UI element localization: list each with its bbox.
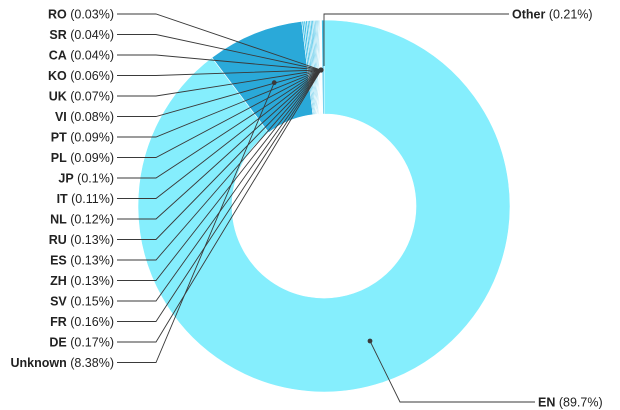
label-it: IT (0.11%) [57,192,114,206]
slice-group [137,19,511,393]
label-nl: NL (0.12%) [50,213,114,227]
label-sr: SR (0.04%) [49,28,114,42]
label-group: RO (0.03%)SR (0.04%)CA (0.04%)KO (0.06%)… [11,8,603,410]
label-percent: (0.17%) [67,336,114,350]
label-fr: FR (0.16%) [50,315,114,329]
slice-other [321,19,325,115]
leader-ro [117,13,322,71]
label-jp: JP (0.1%) [58,172,114,186]
leader-jp [117,69,322,179]
label-pl: PL (0.09%) [51,151,114,165]
label-ca: CA (0.04%) [49,49,114,63]
label-code: KO [48,69,67,83]
label-zh: ZH (0.13%) [50,274,114,288]
label-code: IT [57,192,68,206]
leader-en [369,340,535,403]
label-percent: (0.04%) [67,28,114,42]
leader-zh [117,69,322,281]
label-percent: (0.03%) [67,8,114,22]
label-code: SR [49,28,66,42]
leader-sr [117,34,322,71]
label-pt: PT (0.09%) [51,131,114,145]
label-percent: (0.15%) [67,295,114,309]
label-es: ES (0.13%) [50,254,114,268]
leader-pt [117,69,322,138]
label-code: DE [49,336,66,350]
leader-es [117,69,322,261]
label-percent: (0.21%) [545,8,592,22]
label-code: RU [49,233,67,247]
label-code: RO [48,8,67,22]
label-code: UK [49,90,67,104]
leader-dot-en [367,338,373,344]
label-code: ZH [50,274,67,288]
leader-it [117,69,322,199]
label-de: DE (0.17%) [49,336,114,350]
leader-line-group [117,13,535,403]
label-ru: RU (0.13%) [49,233,114,247]
label-unknown: Unknown (8.38%) [11,356,115,370]
label-code: PL [51,151,67,165]
label-code: NL [50,213,67,227]
label-sv: SV (0.15%) [50,295,114,309]
leader-uk [117,69,322,97]
label-code: JP [58,172,73,186]
label-percent: (0.09%) [67,131,114,145]
label-code: VI [55,110,67,124]
label-ko: KO (0.06%) [48,69,114,83]
slice-en [137,19,511,393]
label-percent: (0.04%) [67,49,114,63]
leader-ko [117,69,322,76]
label-en: EN (89.7%) [538,396,603,410]
leader-nl [117,69,322,220]
leader-sv [117,69,322,302]
label-percent: (0.09%) [67,151,114,165]
label-percent: (0.07%) [67,90,114,104]
label-other: Other (0.21%) [512,8,593,22]
label-percent: (0.16%) [67,315,114,329]
label-percent: (0.13%) [67,233,114,247]
leader-ca [117,54,322,71]
label-code: Unknown [11,356,67,370]
leader-ru [117,69,322,240]
leader-pl [117,69,322,158]
leader-other [323,13,509,66]
label-code: CA [49,49,67,63]
label-percent: (0.13%) [67,254,114,268]
label-percent: (0.12%) [67,213,114,227]
label-code: SV [50,295,67,309]
label-vi: VI (0.08%) [55,110,114,124]
leader-de [117,69,322,343]
label-percent: (0.08%) [67,110,114,124]
label-uk: UK (0.07%) [49,90,114,104]
label-percent: (0.13%) [67,274,114,288]
leader-unknown [117,82,275,363]
leader-vi [117,69,322,117]
label-code: FR [50,315,67,329]
label-percent: (0.06%) [67,69,114,83]
leader-hub-dot [318,67,324,73]
label-code: ES [50,254,67,268]
label-percent: (0.1%) [74,172,114,186]
label-percent: (0.11%) [68,192,114,206]
label-percent: (8.38%) [67,356,114,370]
label-code: PT [51,131,67,145]
label-code: EN [538,396,555,410]
label-percent: (89.7%) [555,396,602,410]
label-ro: RO (0.03%) [48,8,114,22]
label-code: Other [512,8,545,22]
leader-fr [117,69,322,322]
